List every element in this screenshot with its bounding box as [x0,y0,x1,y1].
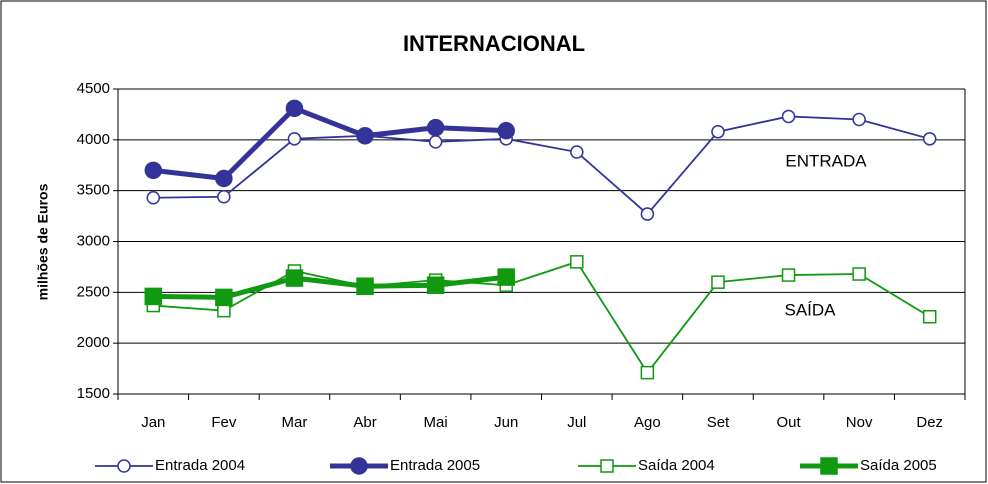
series-line [153,105,507,182]
marker [852,112,866,127]
legend-label: Entrada 2005 [390,457,480,474]
marker [144,287,163,306]
marker [922,132,937,146]
x-tick-label: Ago [634,414,661,431]
marker [146,191,161,205]
marker [600,459,614,473]
marker [497,268,515,286]
marker [820,457,838,475]
series-line [153,115,930,216]
marker [711,124,725,139]
x-tick-label: Dez [916,414,943,431]
marker [287,132,302,146]
marker [497,121,515,140]
x-tick-label: Abr [353,414,376,431]
marker [215,288,233,307]
marker [922,309,937,324]
marker [217,303,231,318]
marker [217,190,231,204]
y-tick-label: 2000 [77,334,110,351]
marker [781,109,796,124]
marker [144,161,163,180]
marker [285,269,304,287]
marker [117,459,131,473]
x-tick-label: Mar [282,414,308,431]
y-axis-label: milhões de Euros [35,183,51,300]
marker [428,135,443,149]
x-tick-label: Jul [567,414,586,431]
x-tick-label: Set [707,414,730,431]
y-tick-label: 3000 [77,232,110,249]
chart-title: INTERNACIONAL [403,31,585,56]
marker [356,127,374,145]
y-tick-label: 1500 [77,385,110,402]
marker [781,268,796,282]
x-tick-label: Jun [494,414,518,431]
x-tick-label: Nov [846,414,873,431]
marker [640,207,655,221]
x-tick-label: Fev [211,414,237,431]
legend-label: Saída 2004 [638,457,715,474]
x-tick-label: Mai [424,414,448,431]
legend-label: Saída 2005 [860,457,937,474]
x-tick-label: Jan [141,414,165,431]
y-tick-label: 3500 [77,182,110,199]
marker [570,255,584,269]
annotation: SAÍDA [784,300,836,319]
marker [426,118,445,137]
y-tick-label: 4000 [77,131,110,148]
y-tick-label: 4500 [77,80,110,97]
marker [640,365,655,380]
x-tick-label: Out [776,414,801,431]
marker [426,276,445,294]
marker [350,457,368,475]
marker [711,275,725,289]
series-line [153,260,931,375]
marker [570,145,584,159]
marker [852,267,866,281]
series-line [153,274,507,300]
marker [285,99,304,118]
y-tick-label: 2500 [77,283,110,300]
legend-label: Entrada 2004 [155,457,245,474]
annotation: ENTRADA [785,151,867,170]
marker [215,169,233,188]
marker [356,277,374,295]
